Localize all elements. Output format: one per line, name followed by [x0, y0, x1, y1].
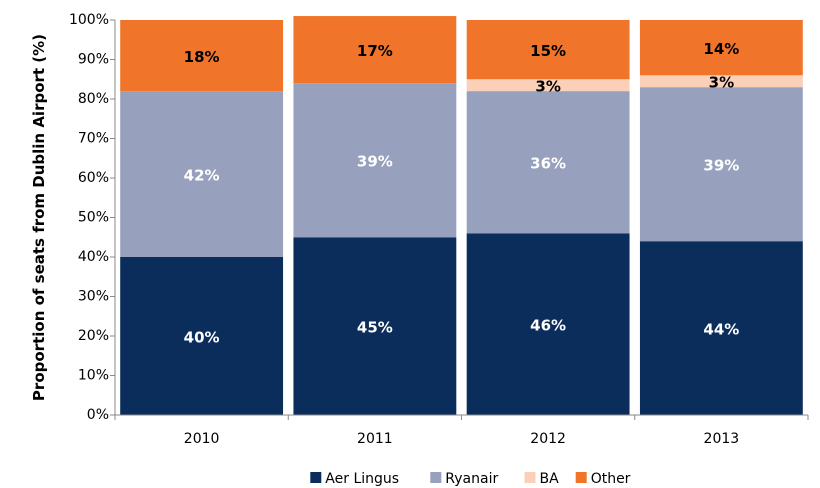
x-tick-label: 2011 [357, 431, 393, 447]
x-tick-label: 2010 [184, 431, 220, 447]
value-label: 39% [703, 157, 739, 175]
y-tick-label: 60% [78, 170, 109, 186]
y-tick-label: 20% [78, 328, 109, 344]
bar-segment [120, 91, 284, 257]
bar-segment [466, 233, 630, 415]
bar-segment [466, 20, 630, 80]
bar-segment [466, 91, 630, 234]
x-tick-label: 2013 [704, 431, 740, 447]
bar-segment [293, 16, 457, 84]
legend-label: Ryanair [445, 471, 498, 487]
value-label: 40% [184, 329, 220, 347]
bar-segment [120, 257, 284, 415]
bar-segment [639, 87, 803, 242]
legend-swatch [575, 472, 587, 483]
y-tick-label: 90% [78, 52, 109, 68]
y-tick-label: 80% [78, 91, 109, 107]
bar-segment [639, 241, 803, 415]
legend-swatch [430, 472, 442, 483]
value-label: 44% [703, 321, 739, 339]
legend-label: Other [591, 471, 631, 487]
value-label: 36% [530, 155, 566, 173]
x-tick-label: 2012 [530, 431, 566, 447]
y-tick-label: 30% [78, 289, 109, 305]
bar-segment [466, 79, 630, 92]
bar-segment [639, 20, 803, 76]
y-tick-label: 50% [78, 210, 109, 226]
value-label: 18% [184, 48, 220, 66]
y-tick-label: 10% [78, 368, 109, 384]
bar-segment [120, 20, 284, 92]
bar-segment [639, 75, 803, 88]
value-label: 3% [535, 78, 560, 96]
value-label: 3% [709, 74, 734, 92]
legend-label: Aer Lingus [325, 471, 399, 487]
y-tick-label: 40% [78, 249, 109, 265]
bar-segment [293, 237, 457, 415]
value-label: 15% [530, 42, 566, 60]
value-label: 42% [184, 167, 220, 185]
y-tick-label: 100% [69, 12, 109, 28]
value-label: 46% [530, 317, 566, 335]
legend-label: BA [540, 471, 560, 487]
value-label: 45% [357, 319, 393, 337]
value-label: 39% [357, 153, 393, 171]
value-label: 14% [703, 40, 739, 58]
y-tick-label: 70% [78, 131, 109, 147]
bar-segment [293, 83, 457, 238]
value-label: 17% [357, 42, 393, 60]
legend-swatch [524, 472, 536, 483]
legend-swatch [310, 472, 322, 483]
y-tick-label: 0% [87, 407, 109, 423]
